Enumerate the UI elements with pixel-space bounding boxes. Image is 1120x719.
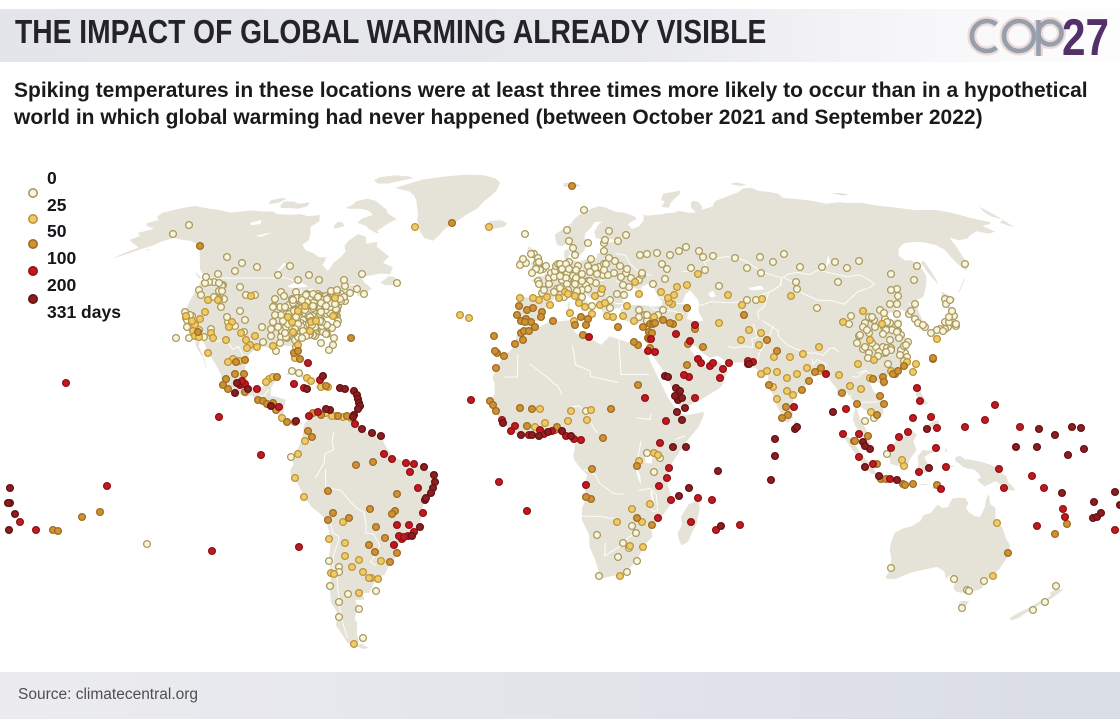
svg-text:200: 200 — [47, 275, 76, 295]
svg-text:331 days: 331 days — [47, 302, 121, 322]
svg-text:27: 27 — [1062, 9, 1109, 67]
svg-text:0: 0 — [47, 168, 57, 188]
svg-text:25: 25 — [47, 195, 67, 215]
svg-text:100: 100 — [47, 248, 76, 268]
svg-text:50: 50 — [47, 221, 67, 241]
